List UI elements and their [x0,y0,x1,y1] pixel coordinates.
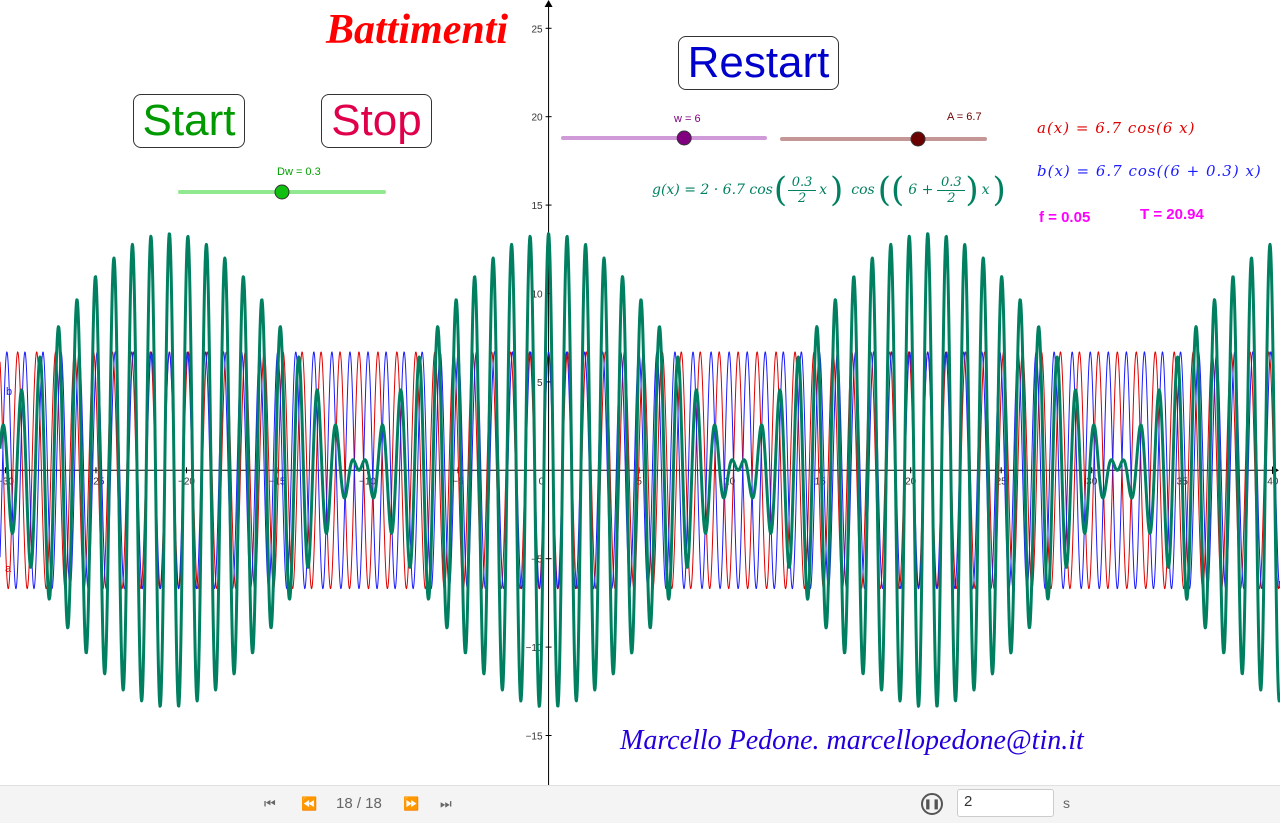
x-tick-label: 25 [996,476,1008,487]
pause-icon[interactable]: ❚❚ [921,793,943,815]
stop-button-label: Stop [331,96,422,145]
curve-label-b: b [6,386,13,398]
curves [0,232,1280,708]
x-tick-label: −5 [452,476,464,487]
y-tick-label: 25 [531,24,543,35]
x-tick-label: 20 [905,476,917,487]
formula-a: a(x) = 6.7 cos(6 x) [1037,119,1196,137]
formula-b: b(x) = 6.7 cos((6 + 0.3) x) [1037,162,1262,180]
formula-g-frac2-num: 0.3 [941,174,962,190]
x-tick-label: 30 [1086,476,1098,487]
y-tick-label: 10 [531,289,543,300]
curve-label-a: a [5,563,12,575]
x-tick-label: 5 [636,476,642,487]
formula-g-mid: cos [851,182,875,198]
speed-input[interactable]: 2 [957,789,1054,817]
formula-g-x1: x [819,182,828,198]
formula-g-frac1-den: 2 [788,189,817,206]
x-tick-label: 40 [1267,476,1279,487]
formula-g: g(x) = 2 · 6.7 cos ( 0.3 2 x ) cos (( 6 … [652,170,1006,210]
restart-button-label: Restart [687,38,830,87]
author-credit: Marcello Pedone. marcellopedone@tin.it [620,725,1084,756]
x-tick-label: 0 [539,476,545,487]
formula-g-frac2-den: 2 [937,189,966,206]
stop-button[interactable]: Stop [321,94,432,148]
last-step-icon[interactable]: ⏭ [440,796,452,811]
period-value: T = 20.94 [1140,206,1204,223]
y-axis-arrow [544,0,553,7]
formula-g-inner: 6 + [908,182,934,198]
formula-g-frac1-num: 0.3 [791,174,813,190]
y-tick-label: −15 [526,731,543,742]
page-title: Battimenti [326,7,509,53]
first-step-icon[interactable]: ⏮ [264,796,276,811]
next-step-icon[interactable]: ⏩ [403,796,420,811]
previous-step-icon[interactable]: ⏪ [301,796,318,811]
a-slider-label: A = 6.7 [947,111,982,123]
start-button-label: Start [142,96,236,145]
x-tick-label: −20 [178,476,195,487]
restart-button[interactable]: Restart [678,36,839,90]
w-slider-label: w = 6 [674,113,701,125]
frequency-value: f = 0.05 [1039,209,1091,226]
start-button[interactable]: Start [133,94,245,148]
formula-g-prefix: g(x) = 2 · 6.7 cos [652,182,773,198]
graph-canvas[interactable]: −30−25−20−15−10−50510152025303540−15−10−… [0,0,1280,785]
dw-slider-label: Dw = 0.3 [277,166,321,178]
curve-g [0,232,1280,708]
y-tick-label: 15 [531,201,543,212]
y-tick-label: 20 [531,113,543,124]
x-tick-label: 10 [724,476,736,487]
y-tick-label: 5 [537,378,543,389]
playback-bar: ⏮ ⏪ 18 / 18 ⏩ ⏭ ❚❚ 2 s [0,785,1280,823]
y-tick-label: −10 [526,643,543,654]
speed-unit: s [1063,795,1070,811]
step-counter: 18 / 18 [336,795,382,812]
x-tick-label: −10 [359,476,376,487]
x-tick-label: −15 [269,476,286,487]
x-tick-label: −25 [87,476,104,487]
formula-g-x2: x [981,182,990,198]
